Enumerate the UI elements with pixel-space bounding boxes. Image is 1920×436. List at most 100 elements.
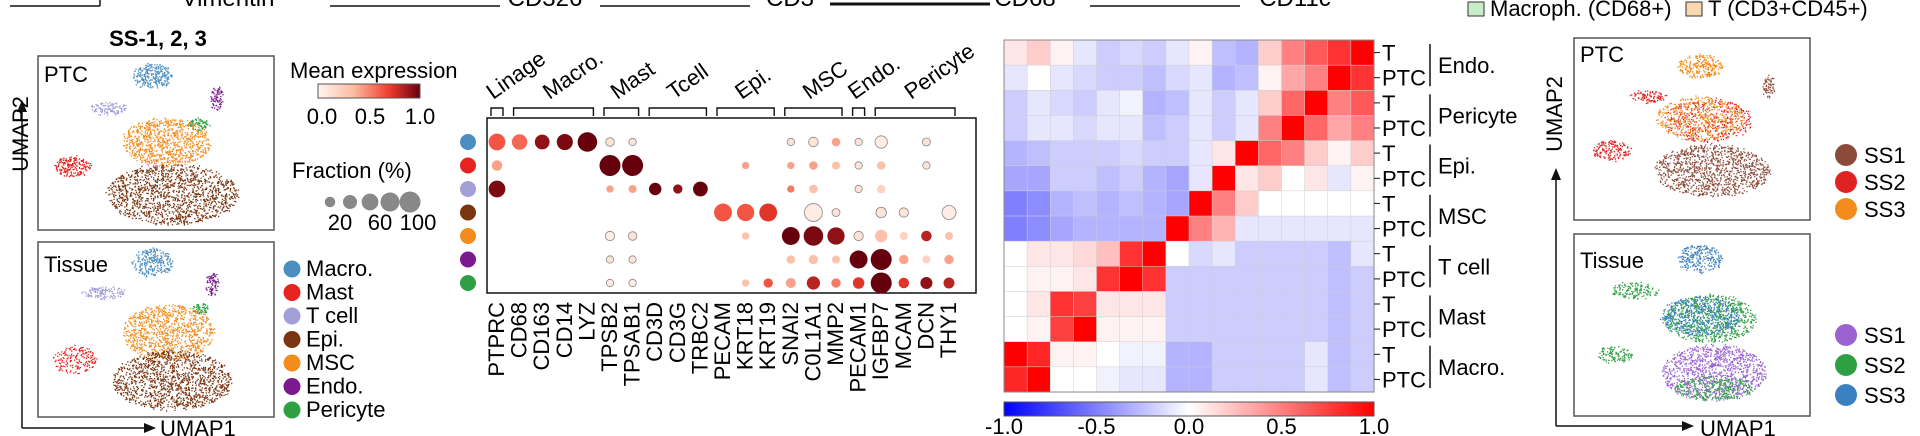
- dot-Mast-IGFBP7: [876, 161, 886, 170]
- heatmap-cell-5-11: [1258, 165, 1283, 192]
- dot-Epi.-IGFBP7: [875, 206, 887, 219]
- heatmap-cell-1-12: [1281, 64, 1306, 91]
- heatmap-row-label-3: PTC: [1382, 116, 1426, 141]
- heatmap-group-label-1: Pericyte: [1438, 103, 1517, 128]
- dot-Endo.-TPSB2: [605, 255, 615, 264]
- heatmap-cell-11-9: [1211, 316, 1236, 343]
- heatmap-cell-6-11: [1258, 190, 1283, 217]
- heatmap-cell-0-5: [1119, 39, 1144, 66]
- cluster-ss3-top: [1677, 53, 1724, 79]
- gene-label-TRBC2: TRBC2: [687, 302, 712, 374]
- heatmap-cell-7-2: [1050, 215, 1074, 242]
- top-label-cd326: CD326: [508, 0, 583, 12]
- cluster-ss1-bottom: [1654, 144, 1772, 198]
- heatmap-cell-11-1: [1026, 316, 1051, 343]
- heatmap-cell-7-15: [1350, 215, 1375, 242]
- dotplot-gene-labels: PTPRCCD68CD163CD14LYZTPSB2TPSAB1CD3DCD3G…: [484, 302, 961, 393]
- heatmap-row-label-0: T: [1382, 41, 1395, 66]
- heatmap-cell-1-3: [1073, 64, 1098, 91]
- heatmap-row-label-13: PTC: [1382, 367, 1426, 392]
- heatmap-cell-0-14: [1327, 39, 1352, 66]
- heatmap-cell-5-5: [1119, 165, 1144, 192]
- heatmap-group-label-2: Epi.: [1438, 154, 1476, 179]
- heatmap-row-label-2: T: [1382, 91, 1395, 116]
- heatmap-cell-1-8: [1188, 64, 1213, 91]
- heatmap-cell-2-11: [1258, 90, 1283, 116]
- heatmap-cell-8-10: [1235, 240, 1259, 267]
- heatmap-frame: [1003, 39, 1375, 393]
- heatmap-cell-8-6: [1142, 240, 1167, 267]
- cluster-epi: [112, 349, 233, 412]
- group-bracket-7: [874, 107, 956, 116]
- umap-left-bottom-clusters: [52, 247, 233, 412]
- heatmap-cell-4-14: [1327, 140, 1352, 167]
- gene-label-PTPRC: PTPRC: [484, 302, 509, 377]
- heatmap-cell-10-1: [1026, 291, 1051, 318]
- heatmap-cell-3-0: [1003, 115, 1028, 142]
- heatmap-cell-3-4: [1096, 115, 1121, 142]
- umap-left-title: SS-1, 2, 3: [109, 26, 207, 51]
- fraction-tick-1: 60: [368, 210, 392, 235]
- heatmap-row-label-9: PTC: [1382, 267, 1426, 292]
- gene-label-MMP2: MMP2: [823, 302, 848, 366]
- dot-MSC-TPSAB1: [627, 231, 638, 241]
- heatmap-cell-12-8: [1188, 341, 1213, 368]
- heatmap-cell-13-8: [1188, 366, 1213, 393]
- dot-Endo.-MMP2: [831, 255, 841, 264]
- umap-right-top-clusters: [1593, 53, 1776, 198]
- fraction-legend-dot-4: [399, 191, 421, 213]
- colorbar-tick-0: -1.0: [985, 414, 1023, 436]
- heatmap-cell-12-9: [1211, 341, 1236, 368]
- legend-dot-5: [283, 378, 301, 395]
- heatmap-group-label-6: Macro.: [1438, 355, 1505, 380]
- heatmap-cell-3-1: [1026, 115, 1051, 142]
- dot-Endo.-THY1: [944, 254, 954, 265]
- dot-Endo.-IGFBP7: [870, 249, 892, 270]
- heatmap-cell-5-14: [1327, 165, 1352, 192]
- gene-label-CD3G: CD3G: [665, 302, 690, 363]
- dot-Pericyte-TPSAB1: [628, 278, 637, 288]
- heatmap-cell-5-10: [1235, 165, 1259, 192]
- dot-Macro.-TPSB2: [605, 137, 615, 147]
- heatmap-cell-12-5: [1119, 341, 1144, 368]
- heatmap-cell-13-1: [1026, 366, 1051, 393]
- heatmap-cell-1-5: [1119, 64, 1144, 91]
- heatmap-cell-5-1: [1026, 165, 1051, 192]
- fraction-legend-dot-2: [361, 193, 379, 211]
- heatmap-row-label-6: T: [1382, 191, 1395, 216]
- heatmap-cell-11-14: [1327, 316, 1352, 343]
- dot-Pericyte-KRT19: [763, 278, 773, 288]
- heatmap-cell-0-3: [1073, 39, 1098, 66]
- gene-label-TPSAB1: TPSAB1: [620, 302, 645, 386]
- group-bracket-3: [648, 107, 708, 116]
- heatmap-cell-4-3: [1073, 140, 1098, 167]
- heatmap-cell-11-6: [1142, 316, 1167, 343]
- group-bracket-5: [784, 107, 843, 116]
- dot-Pericyte-TPSB2: [605, 278, 615, 288]
- heatmap-cell-1-2: [1050, 64, 1074, 91]
- heatmap-group-label-0: Endo.: [1438, 53, 1496, 78]
- heatmap-cell-8-14: [1327, 240, 1352, 267]
- legend-swatch-macroph: [1467, 1, 1485, 17]
- fraction-tick-2: 100: [400, 210, 437, 235]
- legend-dot-1: [283, 284, 301, 301]
- dot-Epi.-KRT19: [759, 203, 778, 222]
- umap-right-bottom-label: Tissue: [1580, 248, 1644, 273]
- heatmap-cell-6-0: [1003, 190, 1028, 217]
- cluster-pericyte: [188, 117, 211, 132]
- heatmap-cell-1-14: [1327, 64, 1352, 91]
- cluster-epi: [105, 164, 240, 226]
- cluster-macro: [131, 247, 174, 278]
- gene-label-CD68: CD68: [507, 302, 532, 358]
- heatmap-cell-12-3: [1073, 341, 1098, 368]
- heatmap-cell-2-13: [1304, 90, 1329, 116]
- heatmap-cell-7-0: [1003, 215, 1028, 242]
- mean-tick-2: 1.0: [405, 104, 436, 129]
- heatmap-cell-12-0: [1003, 341, 1028, 368]
- heatmap-row-label-8: T: [1382, 242, 1395, 267]
- legend-dot-6: [283, 401, 301, 419]
- heatmap-cell-7-7: [1165, 215, 1190, 242]
- heatmap-cell-10-13: [1304, 291, 1329, 318]
- heatmap-cell-13-0: [1003, 366, 1028, 393]
- gene-label-THY1: THY1: [936, 302, 961, 358]
